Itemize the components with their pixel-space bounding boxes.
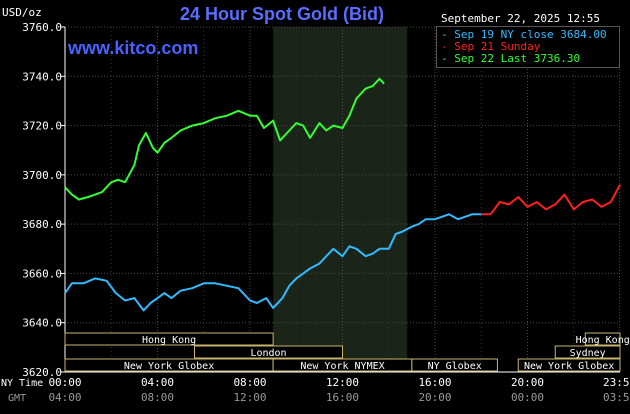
x-tick-label-gmt: 04:00 bbox=[48, 391, 81, 404]
x-axis-ny-time-label: NY Time bbox=[1, 378, 43, 389]
session-box bbox=[554, 345, 621, 359]
series-line-0 bbox=[64, 213, 482, 312]
legend-label-today: Sep 22 Last 3736.30 bbox=[454, 52, 581, 65]
x-tick-label-ny: 16:00 bbox=[418, 376, 451, 389]
session-box bbox=[64, 332, 274, 346]
x-tick-label-gmt: 12:00 bbox=[233, 391, 266, 404]
x-tick-label-gmt: 00:00 bbox=[511, 391, 544, 404]
session-label: Sydney bbox=[570, 348, 606, 359]
legend-label-sunday: Sep 21 Sunday bbox=[454, 40, 541, 53]
y-tick-label: 3720.0 bbox=[22, 120, 62, 133]
session-box bbox=[194, 345, 343, 359]
x-axis-gmt-label: GMT bbox=[8, 393, 26, 404]
session-box bbox=[517, 358, 621, 372]
x-tick-label-ny: 20:00 bbox=[511, 376, 544, 389]
legend-label-ny-close: Sep 19 NY close 3684.00 bbox=[454, 28, 607, 41]
session-label: New York NYMEX bbox=[300, 361, 384, 372]
chart-legend: - Sep 19 NY close 3684.00 - Sep 21 Sunda… bbox=[436, 26, 620, 68]
y-tick-label: 3760.0 bbox=[22, 21, 62, 34]
x-tick-label-gmt: 20:00 bbox=[418, 391, 451, 404]
session-label: New York Globex bbox=[124, 361, 214, 372]
session-label: New York Globex bbox=[524, 361, 614, 372]
session-label: Hong Kong bbox=[142, 335, 196, 346]
y-tick-label: 3680.0 bbox=[22, 218, 62, 231]
legend-item-sunday: - Sep 21 Sunday bbox=[441, 40, 541, 53]
session-label: Hong Kong bbox=[576, 335, 630, 346]
shaded-session-band bbox=[273, 27, 408, 372]
y-tick-label: 3620.0 bbox=[22, 366, 62, 379]
session-label: London bbox=[250, 348, 286, 359]
x-tick-label-ny: 12:00 bbox=[326, 376, 359, 389]
y-tick-label: 3740.0 bbox=[22, 70, 62, 83]
chart-datetime: September 22, 2025 12:55 bbox=[441, 12, 600, 25]
x-tick-label-ny: 23:59 bbox=[603, 376, 630, 389]
y-tick-label: 3700.0 bbox=[22, 169, 62, 182]
y-tick-label: 3640.0 bbox=[22, 317, 62, 330]
chart-title: 24 Hour Spot Gold (Bid) bbox=[180, 4, 384, 24]
x-tick-label-ny: 00:00 bbox=[48, 376, 81, 389]
brand-link[interactable]: www.kitco.com bbox=[68, 38, 199, 58]
legend-item-ny-close: - Sep 19 NY close 3684.00 bbox=[441, 28, 607, 41]
y-tick-label: 3660.0 bbox=[22, 267, 62, 280]
y-axis-unit-label: USD/oz bbox=[2, 6, 42, 19]
legend-item-today: - Sep 22 Last 3736.30 bbox=[441, 52, 581, 65]
x-tick-label-gmt: 16:00 bbox=[326, 391, 359, 404]
series-line-2 bbox=[64, 77, 385, 201]
series-line-1 bbox=[481, 184, 621, 216]
x-tick-label-gmt: 08:00 bbox=[141, 391, 174, 404]
x-tick-label-ny: 04:00 bbox=[141, 376, 174, 389]
session-box bbox=[584, 332, 621, 346]
session-label: NY Globex bbox=[428, 361, 482, 372]
x-tick-label-gmt: 03:59 bbox=[603, 391, 630, 404]
x-tick-label-ny: 08:00 bbox=[233, 376, 266, 389]
session-box bbox=[411, 358, 498, 372]
